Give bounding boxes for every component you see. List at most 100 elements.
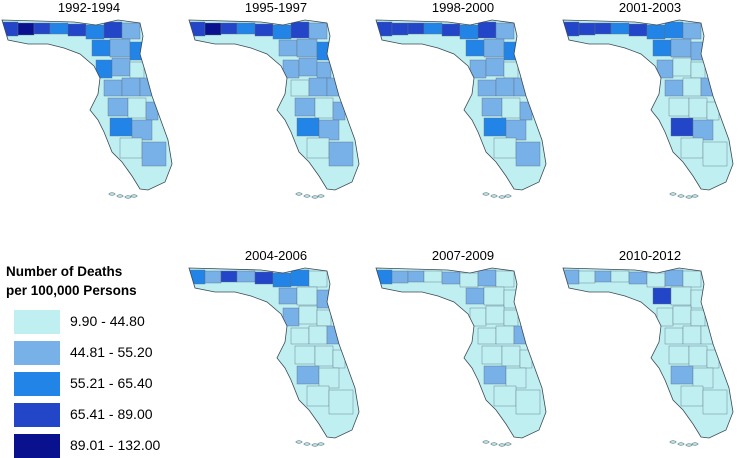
legend-swatch [14, 403, 60, 427]
county-cell [483, 117, 507, 137]
county-cell [67, 23, 87, 37]
county-cell [298, 305, 318, 325]
map-panel: 1998-2000 [374, 0, 552, 199]
county-cell [702, 389, 728, 415]
map-panel-title: 1992-1994 [57, 0, 121, 15]
florida-keys-island [311, 443, 319, 447]
legend-title-line1: Number of Deaths [6, 264, 123, 279]
county-cell [236, 270, 256, 283]
county-cell [505, 367, 527, 389]
legend-swatch [14, 372, 60, 396]
county-cell [290, 269, 310, 287]
county-cell [306, 385, 330, 407]
county-cell [328, 389, 354, 415]
county-cell [318, 367, 340, 389]
state-outline [562, 19, 734, 191]
county-cell [700, 325, 714, 345]
county-cell [139, 77, 153, 97]
county-cell [503, 61, 519, 79]
county-cell [668, 345, 690, 365]
county-cell [296, 38, 318, 58]
county-cell [109, 117, 133, 137]
state-outline [1, 19, 173, 191]
florida-keys-island [482, 192, 490, 196]
county-cell [682, 22, 702, 40]
county-cell [628, 271, 648, 285]
florida-keys-island [116, 194, 124, 198]
map-panel-title: 2001-2003 [618, 0, 682, 15]
county-cell [672, 305, 692, 325]
county-cell [308, 22, 328, 40]
county-cell [483, 286, 505, 306]
county-cell [481, 97, 503, 117]
county-cell [610, 270, 630, 283]
county-cell [272, 272, 292, 288]
county-cell [423, 270, 443, 283]
florida-keys-island [498, 195, 506, 199]
florida-keys-island [295, 440, 303, 444]
florida-keys-island [504, 442, 512, 446]
florida-map [188, 267, 360, 447]
county-cell [441, 23, 461, 37]
county-cell [103, 79, 123, 97]
county-cell [278, 287, 298, 305]
county-cell [204, 270, 222, 284]
county-cell [316, 61, 332, 79]
map-panel: 1995-1997 [187, 0, 365, 199]
county-cell [465, 39, 485, 57]
florida-keys-island [504, 194, 512, 198]
county-cell [670, 38, 692, 58]
county-cell [145, 101, 159, 121]
florida-keys-island [490, 442, 498, 446]
county-cell [680, 137, 704, 159]
county-cell [513, 325, 527, 345]
county-cell [501, 97, 521, 119]
legend-label: 55.21 - 65.40 [70, 375, 153, 391]
county-cell [646, 24, 666, 40]
county-cell [127, 97, 147, 119]
county-cell [314, 97, 334, 119]
legend-swatch [14, 434, 60, 458]
county-cell [594, 22, 612, 35]
county-cell [680, 385, 704, 407]
county-cell [119, 137, 143, 159]
county-cell [308, 325, 328, 345]
florida-keys-island [303, 442, 311, 446]
county-cell [459, 24, 479, 40]
florida-keys-island [669, 440, 677, 444]
state-outline [188, 267, 360, 439]
florida-map [562, 267, 734, 447]
county-cell [477, 269, 497, 287]
county-cell [477, 327, 497, 345]
county-cell [493, 137, 517, 159]
florida-keys-island [130, 194, 138, 198]
county-cell [326, 77, 340, 97]
county-cell [33, 22, 51, 35]
county-cell [296, 117, 320, 137]
county-cell [664, 327, 684, 345]
county-cell [503, 309, 519, 327]
legend-title-line2: per 100,000 Persons [6, 283, 137, 298]
florida-keys-island [108, 192, 116, 196]
county-cell [477, 79, 497, 97]
county-cell [278, 39, 298, 57]
legend-label: 65.41 - 89.00 [70, 406, 153, 422]
county-cell [481, 345, 503, 365]
county-cell [121, 77, 141, 97]
county-cell [314, 345, 334, 367]
county-cell [441, 271, 461, 285]
county-cell [131, 119, 153, 141]
florida-keys-island [669, 192, 677, 196]
state-outline [188, 19, 360, 191]
county-cell [254, 271, 274, 285]
florida-keys-island [482, 440, 490, 444]
map-panel: 1992-1994 [0, 0, 178, 199]
county-cell [129, 61, 145, 79]
county-cell [290, 21, 310, 39]
florida-map [562, 19, 734, 199]
map-panel-title: 2004-2006 [244, 248, 308, 263]
map-panel: 2010-2012 [561, 248, 739, 447]
county-cell [296, 365, 320, 385]
county-cell [610, 22, 630, 35]
county-cell [296, 286, 318, 306]
